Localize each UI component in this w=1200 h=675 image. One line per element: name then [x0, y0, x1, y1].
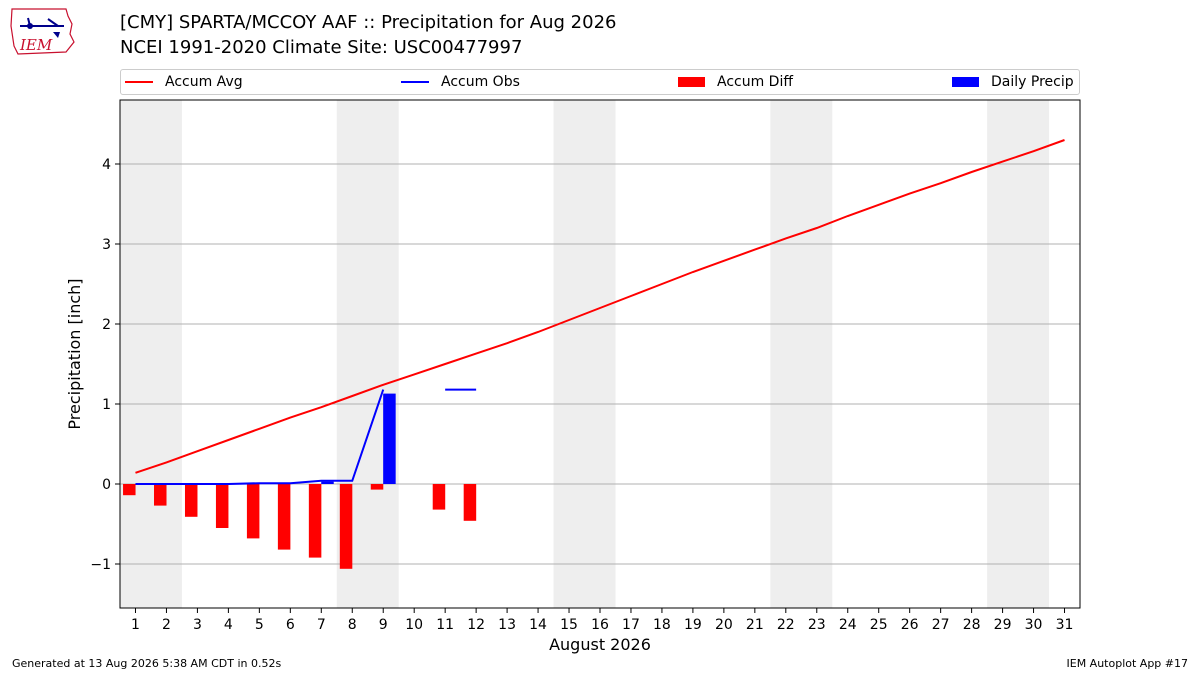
legend-item-accum-diff: Accum Diff	[678, 70, 793, 94]
chart-title: [CMY] SPARTA/MCCOY AAF :: Precipitation …	[120, 12, 617, 33]
iem-logo-icon: IEM	[10, 8, 75, 55]
legend-item-accum-obs: Accum Obs	[401, 70, 520, 94]
accum-diff-bar	[277, 484, 291, 550]
x-tick-label: 13	[498, 617, 516, 633]
x-tick-label: 2	[162, 617, 171, 633]
legend-swatch-accum-diff	[678, 77, 705, 87]
accum-diff-bar	[246, 484, 260, 539]
x-tick-label: 20	[715, 617, 733, 633]
generated-timestamp: Generated at 13 Aug 2026 5:38 AM CDT in …	[12, 657, 282, 670]
y-tick-label: 2	[102, 317, 111, 333]
x-tick-label: 9	[379, 617, 388, 633]
weekend-shading-band	[553, 100, 616, 608]
x-tick-label: 21	[746, 617, 764, 633]
x-tick-label: 24	[839, 617, 857, 633]
x-tick-label: 28	[963, 617, 981, 633]
weekend-shading-band	[987, 100, 1050, 608]
x-tick-label: 6	[286, 617, 295, 633]
legend-swatch-daily-precip	[952, 77, 979, 87]
x-tick-label: 19	[684, 617, 702, 633]
weekend-shading-band	[120, 100, 182, 608]
x-tick-label: 27	[932, 617, 950, 633]
legend-swatch-accum-avg	[125, 81, 153, 83]
legend-label-daily-precip: Daily Precip	[991, 74, 1074, 90]
x-tick-label: 1	[131, 617, 140, 633]
accum-diff-bar	[339, 484, 353, 569]
legend-swatch-accum-obs	[401, 81, 429, 83]
accum-diff-bar	[463, 484, 477, 521]
y-tick-label: 0	[102, 477, 111, 493]
iem-logo-text: IEM	[19, 36, 53, 54]
accum-diff-bar	[432, 484, 446, 510]
legend-item-daily-precip: Daily Precip	[952, 70, 1074, 94]
x-axis-label: August 2026	[549, 635, 651, 654]
accum-diff-bar	[184, 484, 198, 517]
accum-diff-bar	[308, 484, 322, 558]
x-tick-label: 26	[901, 617, 919, 633]
legend-label-accum-avg: Accum Avg	[165, 74, 243, 90]
x-tick-label: 30	[1025, 617, 1043, 633]
x-tick-label: 14	[529, 617, 547, 633]
y-tick-label: 1	[102, 397, 111, 413]
autoplot-app-label: IEM Autoplot App #17	[1066, 657, 1189, 670]
y-tick-label: 3	[102, 237, 111, 253]
x-tick-label: 10	[405, 617, 423, 633]
x-tick-label: 16	[591, 617, 609, 633]
accum-diff-bar	[370, 484, 384, 490]
daily-precip-bar	[321, 481, 334, 484]
y-tick-label: 4	[102, 157, 111, 173]
x-tick-label: 22	[777, 617, 795, 633]
chart-subtitle: NCEI 1991-2020 Climate Site: USC00477997	[120, 37, 523, 58]
legend-label-accum-diff: Accum Diff	[717, 74, 794, 90]
x-tick-label: 17	[622, 617, 640, 633]
y-tick-label: −1	[90, 557, 111, 573]
x-tick-label: 5	[255, 617, 264, 633]
y-axis-label: Precipitation [inch]	[65, 278, 84, 429]
accum-diff-bar	[123, 484, 136, 496]
x-tick-label: 8	[348, 617, 357, 633]
x-tick-label: 18	[653, 617, 671, 633]
x-tick-label: 25	[870, 617, 888, 633]
legend-item-accum-avg: Accum Avg	[125, 70, 243, 94]
x-tick-label: 15	[560, 617, 578, 633]
daily-precip-bar	[383, 393, 396, 484]
accum-diff-bar	[215, 484, 229, 528]
x-tick-label: 11	[436, 617, 454, 633]
x-tick-label: 12	[467, 617, 485, 633]
x-tick-label: 4	[224, 617, 233, 633]
x-tick-label: 29	[994, 617, 1012, 633]
accum-avg-line	[135, 139, 1065, 474]
x-tick-label: 3	[193, 617, 202, 633]
weekend-shading-band	[770, 100, 833, 608]
x-tick-label: 31	[1056, 617, 1074, 633]
x-tick-label: 7	[317, 617, 326, 633]
legend-label-accum-obs: Accum Obs	[441, 74, 520, 90]
accum-obs-line	[135, 389, 385, 485]
accum-diff-bar	[154, 484, 167, 506]
chart-legend: Accum Avg Accum Obs Accum Diff Daily Pre…	[120, 69, 1080, 95]
x-tick-label: 23	[808, 617, 826, 633]
